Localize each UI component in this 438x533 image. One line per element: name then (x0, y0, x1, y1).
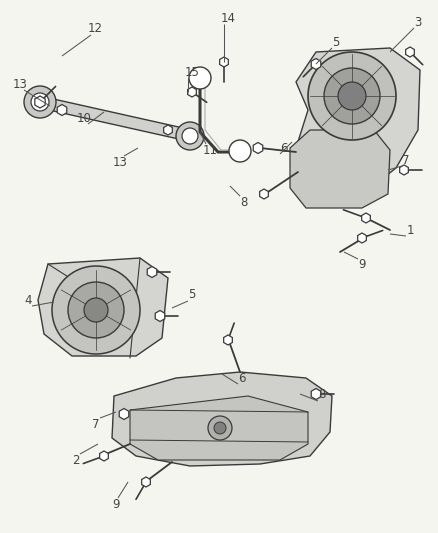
Polygon shape (119, 408, 129, 419)
Circle shape (308, 52, 396, 140)
Text: 8: 8 (240, 196, 247, 208)
Text: 11: 11 (202, 143, 218, 157)
Polygon shape (38, 258, 168, 356)
Circle shape (176, 122, 204, 150)
Text: 1: 1 (406, 223, 414, 237)
Text: 13: 13 (13, 77, 28, 91)
Polygon shape (311, 389, 321, 400)
Polygon shape (141, 477, 150, 487)
Circle shape (31, 93, 49, 111)
Text: 2: 2 (72, 454, 80, 466)
Text: 12: 12 (88, 21, 102, 35)
Polygon shape (155, 311, 165, 321)
Text: 4: 4 (24, 294, 32, 306)
Text: 15: 15 (184, 66, 199, 78)
Text: 10: 10 (77, 111, 92, 125)
Text: 6: 6 (238, 372, 246, 384)
Circle shape (229, 140, 251, 162)
Polygon shape (260, 189, 268, 199)
Circle shape (52, 266, 140, 354)
Circle shape (214, 422, 226, 434)
Circle shape (208, 416, 232, 440)
Text: 5: 5 (188, 288, 196, 302)
Circle shape (84, 298, 108, 322)
Polygon shape (399, 165, 408, 175)
Polygon shape (112, 372, 332, 466)
Circle shape (338, 82, 366, 110)
Text: 9: 9 (358, 259, 366, 271)
Polygon shape (311, 59, 321, 69)
Polygon shape (296, 48, 420, 196)
Polygon shape (224, 335, 232, 345)
Text: 7: 7 (402, 154, 410, 166)
Polygon shape (187, 87, 196, 97)
Polygon shape (147, 266, 157, 278)
Text: 13: 13 (113, 156, 127, 168)
Circle shape (68, 282, 124, 338)
Polygon shape (253, 142, 263, 154)
Polygon shape (164, 125, 172, 135)
Text: 6: 6 (280, 141, 288, 155)
Polygon shape (40, 96, 192, 142)
Circle shape (189, 67, 211, 89)
Polygon shape (358, 233, 366, 243)
Polygon shape (362, 213, 371, 223)
Text: 3: 3 (414, 15, 422, 28)
Polygon shape (220, 57, 228, 67)
Text: 9: 9 (112, 497, 120, 511)
Circle shape (182, 128, 198, 144)
Circle shape (24, 86, 56, 118)
Polygon shape (35, 96, 45, 108)
Circle shape (324, 68, 380, 124)
Polygon shape (57, 104, 67, 116)
Polygon shape (290, 130, 390, 208)
Text: 5: 5 (332, 36, 340, 49)
Polygon shape (130, 396, 308, 460)
Text: 8: 8 (318, 389, 326, 401)
Polygon shape (100, 451, 108, 461)
Text: 14: 14 (220, 12, 236, 25)
Text: 7: 7 (92, 417, 100, 431)
Polygon shape (406, 47, 414, 57)
